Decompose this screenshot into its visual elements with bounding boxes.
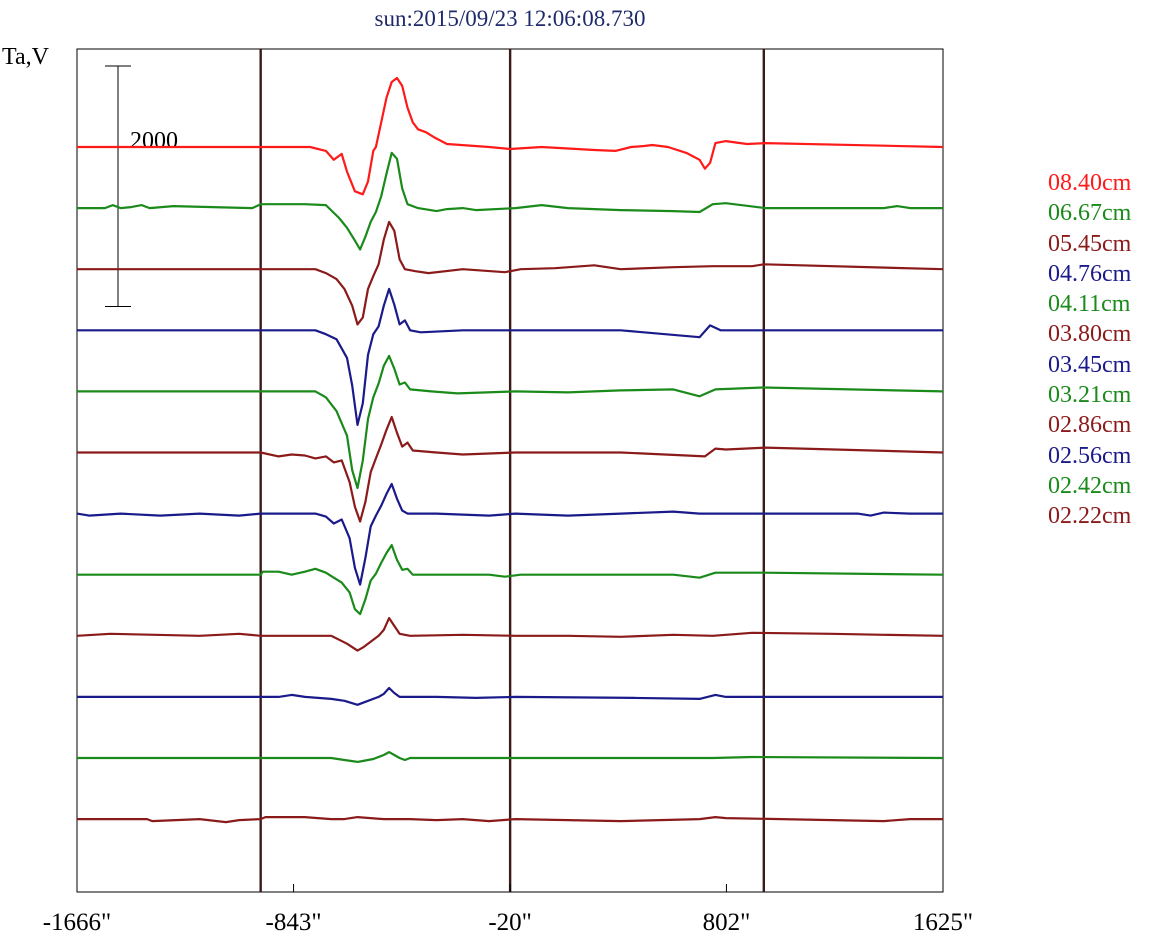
legend-entry-1: 06.67cm	[1048, 200, 1132, 227]
legend-entry-5: 03.80cm	[1048, 321, 1132, 348]
legend: 08.40cm 06.67cm 05.45cm 04.76cm 04.11cm 03.80…	[1048, 168, 1131, 532]
legend-entry-3: 04.76cm	[1048, 260, 1132, 287]
series-line-04.11cm	[77, 354, 944, 490]
scale-bar: 2000	[105, 65, 178, 307]
series-line-03.80cm	[77, 415, 944, 523]
series-line-02.86cm	[76, 617, 944, 652]
y-axis-label: Ta,V	[2, 44, 49, 70]
x-axis-ticks: -1666" -843" -20" 802" 1625"	[43, 884, 973, 936]
legend-entry-2: 05.45cm	[1048, 230, 1132, 257]
series-line-02.22cm	[77, 816, 943, 824]
legend-entry-6: 03.45cm	[1048, 351, 1132, 378]
legend-entry-10: 02.42cm	[1048, 472, 1132, 499]
series-line-02.42cm	[77, 751, 944, 763]
series-line-08.40cm	[77, 76, 944, 196]
legend-entry-9: 02.56cm	[1048, 442, 1132, 469]
x-tick-label-4: 1625"	[913, 909, 973, 936]
series-line-02.56cm	[77, 686, 943, 706]
legend-entry-7: 03.21cm	[1048, 382, 1132, 409]
x-tick-label-2: -20"	[488, 909, 532, 936]
scale-bar-label: 2000	[130, 128, 178, 154]
chart-title: sun:2015/09/23 12:06:08.730	[374, 6, 646, 31]
series-line-03.21cm	[77, 544, 944, 616]
x-tick-label-0: -1666"	[43, 909, 112, 936]
vertical-marker-lines	[259, 49, 766, 892]
legend-entry-11: 02.22cm	[1048, 503, 1132, 530]
series-line-04.76cm	[77, 287, 943, 426]
legend-entry-8: 02.86cm	[1048, 412, 1132, 439]
series-line-03.45cm	[76, 482, 943, 586]
legend-entry-4: 04.11cm	[1048, 291, 1131, 318]
series-line-05.45cm	[77, 220, 944, 326]
series-line-06.67cm	[77, 151, 943, 251]
x-tick-label-1: -843"	[266, 909, 322, 936]
x-tick-label-3: 802"	[703, 909, 751, 936]
legend-entry-0: 08.40cm	[1048, 170, 1132, 196]
series-group	[76, 76, 944, 824]
